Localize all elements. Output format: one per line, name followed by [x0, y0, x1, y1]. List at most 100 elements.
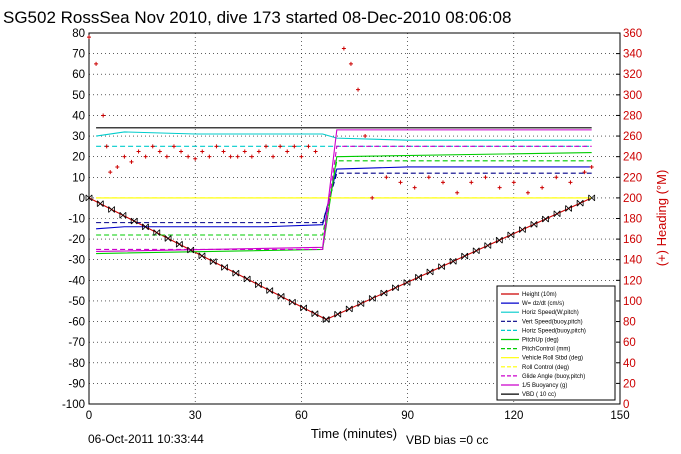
heading-point [94, 61, 99, 66]
heading-point [143, 154, 148, 159]
depth-marker [565, 205, 572, 212]
legend-box [496, 285, 616, 401]
depth-marker [357, 300, 365, 307]
depth-marker [495, 236, 503, 244]
y-left-tick-label: 20 [72, 152, 85, 164]
depth-marker [588, 194, 596, 202]
y-left-tick-label: -70 [68, 337, 85, 349]
y-right-tick-label: 200 [623, 193, 642, 205]
heading-point [568, 180, 573, 185]
depth-marker [403, 279, 411, 286]
depth-marker [232, 269, 240, 277]
x-tick-label: 90 [401, 410, 414, 422]
heading-point [136, 149, 141, 154]
x-tick-label: 150 [610, 410, 629, 422]
y-right-tick-label: 40 [623, 358, 636, 370]
depth-marker [345, 305, 353, 313]
x-axis-label: Time (minutes) [311, 426, 397, 441]
heading-point [235, 154, 240, 159]
heading-point [363, 134, 368, 139]
heading-point [306, 144, 311, 149]
y-right-tick-label: 140 [623, 255, 642, 267]
y-right-tick-label: 180 [623, 214, 642, 226]
heading-point [299, 154, 304, 159]
depth-marker [96, 200, 104, 207]
depth-marker [119, 211, 127, 219]
depth-marker [426, 268, 434, 276]
heading-point [150, 144, 155, 149]
heading-point [104, 144, 109, 149]
legend-entry: Roll Control (deg) [522, 365, 569, 371]
y-right-tick-label: 20 [623, 378, 636, 390]
heading-point [221, 149, 226, 154]
x-tick-label: 60 [295, 410, 308, 422]
heading-point [426, 175, 431, 180]
heading-point [129, 159, 134, 164]
depth-marker [288, 298, 296, 306]
y-right-tick-label: 300 [623, 90, 642, 102]
heading-point [285, 149, 290, 154]
heading-point [356, 87, 361, 92]
y-axis-right: 3603403203002802602402202001801601401201… [616, 28, 642, 411]
series-line [96, 151, 592, 255]
y-right-tick-label: 0 [623, 399, 629, 411]
y-right-tick-label: 240 [623, 152, 642, 164]
y-left-tick-label: 60 [72, 69, 85, 81]
depth-marker [449, 258, 457, 265]
depth-marker [164, 235, 172, 242]
depth-marker [142, 223, 149, 231]
y-left-tick-label: 80 [72, 28, 85, 40]
y-left-tick-label: -40 [68, 275, 85, 287]
y-axis-right-label: (+) Heading (°M) [654, 170, 669, 267]
heading-point [207, 154, 212, 159]
y-left-tick-label: -90 [68, 378, 85, 390]
y-right-tick-label: 340 [623, 49, 642, 61]
legend-entry: W= dz/dt (cm/s) [522, 301, 564, 307]
y-left-tick-label: 50 [72, 90, 85, 102]
y-right-tick-label: 320 [623, 69, 642, 81]
legend-entry: VBD ( 10 cc) [522, 392, 556, 398]
depth-marker [300, 304, 307, 312]
legend-entry: Horiz Speed(buoy,pitch) [522, 328, 586, 334]
depth-marker [277, 293, 285, 300]
depth-marker [368, 295, 376, 302]
heading-point [398, 180, 403, 185]
heading-point [412, 185, 417, 190]
heading-point [179, 149, 184, 154]
legend-entry: Horiz Speed(W,pitch) [522, 310, 579, 316]
depth-marker [153, 229, 161, 236]
legend-entry: Glide Angle (buoy,pitch) [522, 374, 585, 380]
y-left-tick-label: -20 [68, 234, 85, 246]
x-axis: 0 30 60 90 120 150 [86, 410, 630, 422]
heading-point [122, 154, 127, 159]
depth-marker [187, 246, 195, 254]
y-right-tick-label: 60 [623, 337, 636, 349]
heading-point [242, 149, 247, 154]
y-right-tick-label: 160 [623, 234, 642, 246]
heading-point [370, 195, 375, 200]
depth-marker [322, 316, 330, 323]
depth-marker [209, 258, 217, 265]
depth-marker [221, 264, 228, 271]
legend: Height (10m) W= dz/dt (cm/s) Horiz Speed(W… [496, 285, 616, 401]
heading-point [554, 175, 559, 180]
heading-point [264, 144, 268, 149]
y-right-tick-label: 260 [623, 131, 642, 143]
y-left-tick-label: -30 [68, 255, 85, 267]
legend-entry: Height (10m) [522, 292, 557, 298]
series-layer [85, 127, 596, 323]
heading-point [115, 164, 120, 169]
heading-point [214, 144, 219, 149]
heading-point [193, 156, 198, 161]
y-left-tick-label: -100 [62, 399, 85, 411]
depth-marker [380, 289, 388, 297]
heading-point [186, 154, 191, 159]
depth-marker [519, 226, 526, 233]
x-tick-label: 0 [86, 410, 92, 422]
heading-point [483, 175, 488, 180]
depth-marker [311, 310, 319, 317]
depth-marker [472, 247, 480, 255]
heading-point [101, 113, 106, 118]
y-left-tick-label: -60 [68, 317, 85, 329]
legend-entry: Vert Speed(buoy,pitch) [522, 319, 583, 325]
